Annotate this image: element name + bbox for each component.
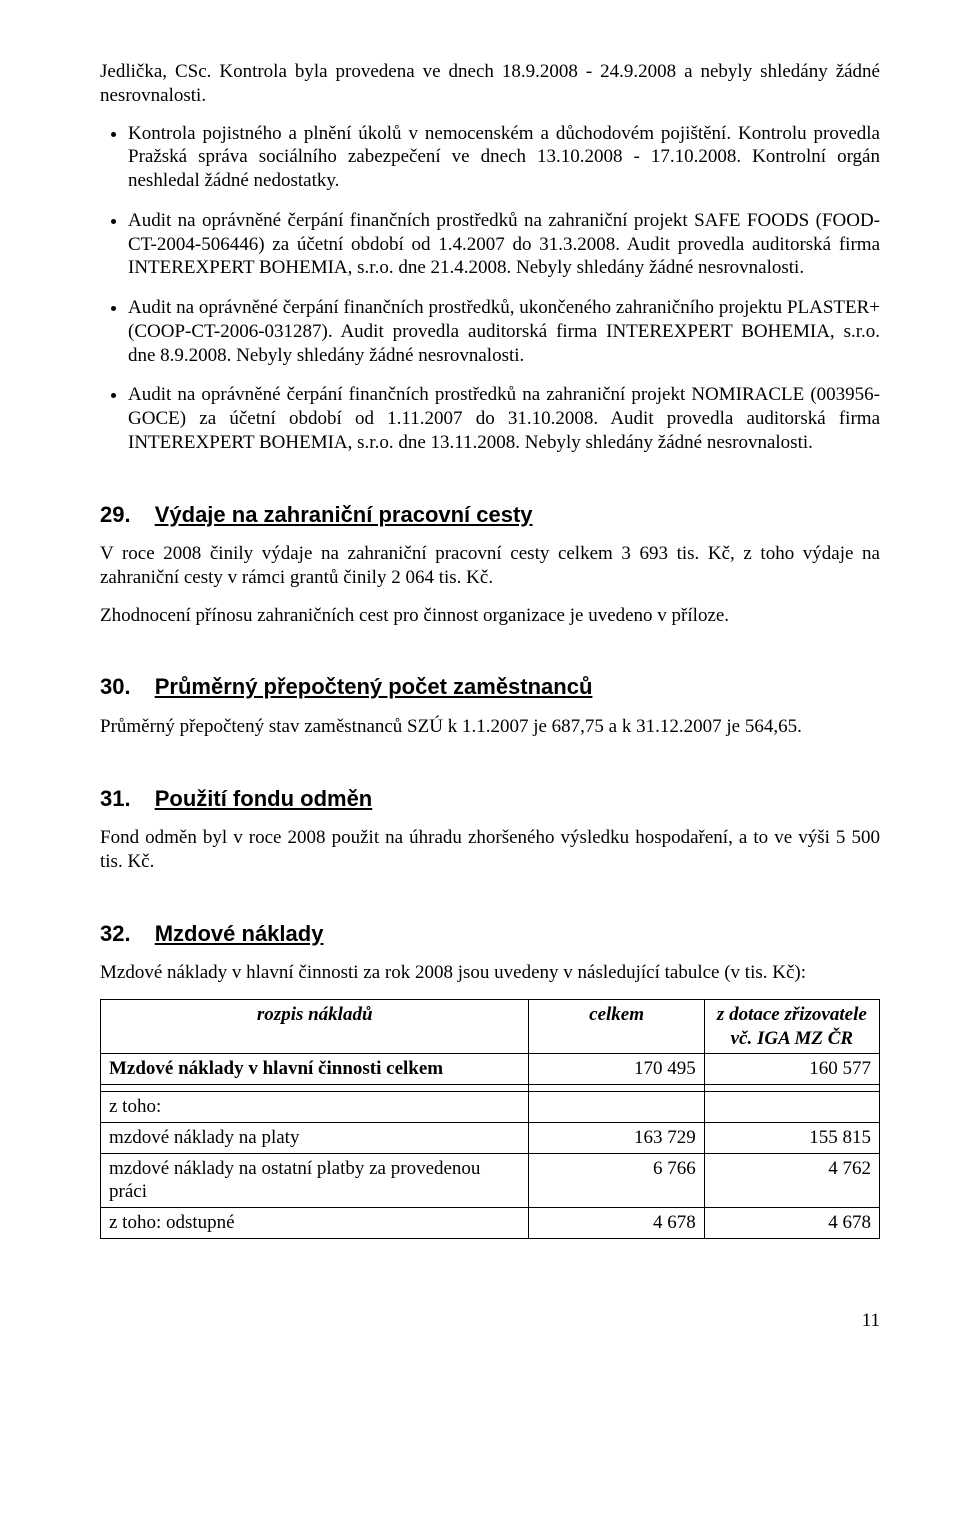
- section-title: Výdaje na zahraniční pracovní cesty: [155, 502, 533, 527]
- table-row: mzdové náklady na ostatní platby za prov…: [101, 1153, 880, 1208]
- bullet-list: Kontrola pojistného a plnění úkolů v nem…: [100, 122, 880, 455]
- section-31-heading: 31. Použití fondu odměn: [100, 785, 880, 813]
- table-cell: 160 577: [704, 1054, 879, 1085]
- table-row: z toho:: [101, 1092, 880, 1123]
- table-cell: mzdové náklady na ostatní platby za prov…: [101, 1153, 529, 1208]
- section-32-heading: 32. Mzdové náklady: [100, 920, 880, 948]
- header-line: z dotace zřizovatele: [717, 1004, 867, 1025]
- list-item: Kontrola pojistného a plnění úkolů v nem…: [128, 122, 880, 193]
- table-row: mzdové náklady na platy 163 729 155 815: [101, 1122, 880, 1153]
- section-30-heading: 30. Průměrný přepočtený počet zaměstnanc…: [100, 673, 880, 701]
- section-29-heading: 29. Výdaje na zahraniční pracovní cesty: [100, 501, 880, 529]
- table-row: Mzdové náklady v hlavní činnosti celkem …: [101, 1054, 880, 1085]
- table-cell: 4 762: [704, 1153, 879, 1208]
- section-number: 30.: [100, 673, 131, 701]
- table-cell: mzdové náklady na platy: [101, 1122, 529, 1153]
- table-cell: z toho: odstupné: [101, 1208, 529, 1239]
- list-item: Audit na oprávněné čerpání finančních pr…: [128, 383, 880, 454]
- table-cell: [529, 1092, 704, 1123]
- table-cell: [704, 1092, 879, 1123]
- section-number: 32.: [100, 920, 131, 948]
- table-cell: [704, 1085, 879, 1092]
- table-row: z toho: odstupné 4 678 4 678: [101, 1208, 880, 1239]
- table-header-cell: celkem: [529, 999, 704, 1054]
- table-cell: Mzdové náklady v hlavní činnosti celkem: [101, 1054, 529, 1085]
- body-paragraph: V roce 2008 činily výdaje na zahraniční …: [100, 542, 880, 590]
- section-title: Průměrný přepočtený počet zaměstnanců: [155, 674, 593, 699]
- section-number: 29.: [100, 501, 131, 529]
- table-cell: 6 766: [529, 1153, 704, 1208]
- wage-costs-table: rozpis nákladů celkem z dotace zřizovate…: [100, 999, 880, 1239]
- body-paragraph: Průměrný přepočtený stav zaměstnanců SZÚ…: [100, 715, 880, 739]
- list-item: Audit na oprávněné čerpání finančních pr…: [128, 209, 880, 280]
- table-cell: [101, 1085, 529, 1092]
- page-number: 11: [100, 1309, 880, 1333]
- section-number: 31.: [100, 785, 131, 813]
- table-cell: 155 815: [704, 1122, 879, 1153]
- intro-paragraph: Jedlička, CSc. Kontrola byla provedena v…: [100, 60, 880, 108]
- header-line: vč. IGA MZ ČR: [731, 1028, 853, 1049]
- table-cell: 163 729: [529, 1122, 704, 1153]
- table-header-cell: rozpis nákladů: [101, 999, 529, 1054]
- body-paragraph: Zhodnocení přínosu zahraničních cest pro…: [100, 604, 880, 628]
- section-title: Mzdové náklady: [155, 921, 324, 946]
- table-cell: [529, 1085, 704, 1092]
- table-header-row: rozpis nákladů celkem z dotace zřizovate…: [101, 999, 880, 1054]
- list-item: Audit na oprávněné čerpání finančních pr…: [128, 296, 880, 367]
- table-header-cell: z dotace zřizovatele vč. IGA MZ ČR: [704, 999, 879, 1054]
- body-paragraph: Fond odměn byl v roce 2008 použit na úhr…: [100, 826, 880, 874]
- body-paragraph: Mzdové náklady v hlavní činnosti za rok …: [100, 961, 880, 985]
- section-title: Použití fondu odměn: [155, 786, 373, 811]
- table-cell: 170 495: [529, 1054, 704, 1085]
- table-cell: 4 678: [529, 1208, 704, 1239]
- table-row: [101, 1085, 880, 1092]
- table-cell: 4 678: [704, 1208, 879, 1239]
- table-cell: z toho:: [101, 1092, 529, 1123]
